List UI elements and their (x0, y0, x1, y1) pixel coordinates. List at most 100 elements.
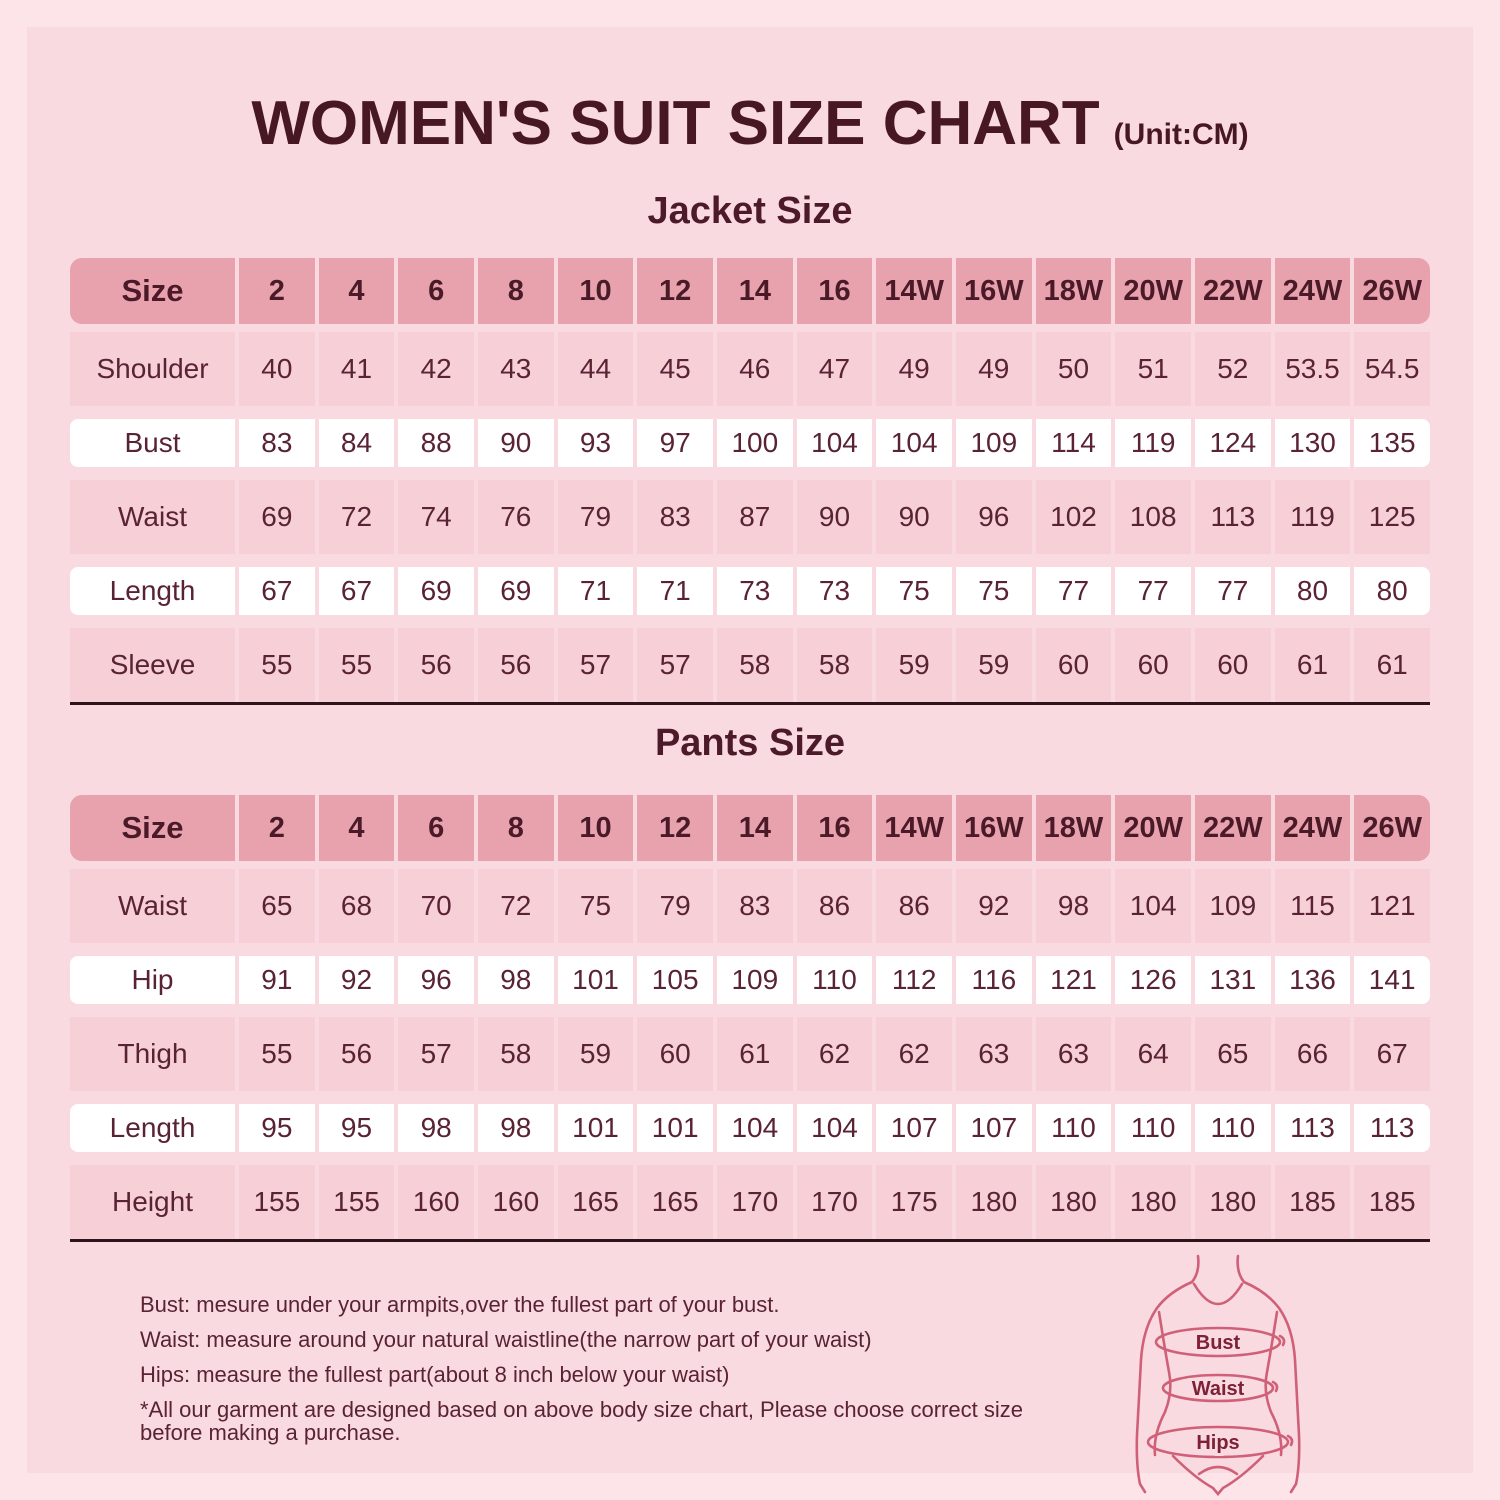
table-cell: 75 (955, 567, 1032, 615)
table-cell: 170 (796, 1165, 873, 1239)
column-header-cell: 8 (477, 795, 554, 861)
table-cell: 72 (477, 869, 554, 943)
table-cell: 101 (637, 1104, 713, 1152)
table-cell: 90 (477, 419, 554, 467)
table-cell: 44 (557, 332, 634, 406)
table-cell: 60 (1035, 628, 1112, 702)
table-cell: 69 (477, 567, 554, 615)
table-cell: 101 (557, 956, 634, 1004)
row-label-cell: Bust (70, 419, 235, 467)
table-cell: 43 (477, 332, 554, 406)
table-cell: 110 (796, 956, 873, 1004)
table-cell: 175 (876, 1165, 952, 1239)
table-cell: 97 (637, 419, 713, 467)
table-row: Sleeve 55 55 56 56 57 57 58 58 59 59 60 60 60 61 61 (70, 628, 1430, 702)
column-header-cell: 4 (318, 795, 395, 861)
table-cell: 119 (1115, 419, 1191, 467)
table-cell: 110 (1115, 1104, 1191, 1152)
column-header-cell: 14 (716, 258, 793, 324)
table-cell: 63 (955, 1017, 1032, 1091)
table-cell: 55 (239, 1017, 315, 1091)
column-header-cell: 14 (716, 795, 793, 861)
table-cell: 57 (637, 628, 713, 702)
column-header-cell: 2 (239, 795, 315, 861)
table-cell: 180 (955, 1165, 1032, 1239)
note-line: Bust: mesure under your armpits,over the… (140, 1292, 780, 1317)
table-cell: 119 (1274, 480, 1351, 554)
table-cell: 75 (876, 567, 952, 615)
table-row: Bust 83 84 88 90 93 97 100 104 104 109 114 119 124 130… (70, 419, 1430, 467)
table-cell: 90 (876, 480, 952, 554)
column-header-cell: Size (70, 258, 235, 324)
table-cell: 56 (318, 1017, 395, 1091)
table-cell: 87 (716, 480, 793, 554)
table-cell: 131 (1194, 956, 1271, 1004)
column-header-cell: 16 (796, 258, 873, 324)
table-cell: 52 (1194, 332, 1271, 406)
column-header-cell: 18W (1035, 795, 1112, 861)
table-cell: 68 (318, 869, 395, 943)
table-cell: 80 (1354, 567, 1430, 615)
table-cell: 67 (239, 567, 315, 615)
table-cell: 170 (716, 1165, 793, 1239)
table-cell: 50 (1035, 332, 1112, 406)
table-cell: 121 (1035, 956, 1112, 1004)
table-cell: 59 (876, 628, 952, 702)
table-cell: 100 (716, 419, 793, 467)
table-cell: 45 (637, 332, 713, 406)
table-cell: 80 (1274, 567, 1351, 615)
table-cell: 180 (1115, 1165, 1191, 1239)
table-row: Length 95 95 98 98 101 101 104 104 107 107 110 110 11… (70, 1104, 1430, 1152)
row-label-cell: Height (70, 1165, 235, 1239)
body-measurement-figure: Bust Waist Hips (1095, 1250, 1341, 1497)
table-cell: 101 (557, 1104, 634, 1152)
table-cell: 105 (637, 956, 713, 1004)
column-header-cell: 20W (1115, 258, 1191, 324)
table-cell: 92 (955, 869, 1032, 943)
table-cell: 113 (1194, 480, 1271, 554)
table-cell: 65 (239, 869, 315, 943)
column-header-cell: 26W (1354, 795, 1430, 861)
table-cell: 73 (716, 567, 793, 615)
table-cell: 49 (876, 332, 952, 406)
row-label-cell: Length (70, 567, 235, 615)
pants-section-title: Pants Size (654, 722, 846, 764)
table-cell: 74 (398, 480, 474, 554)
table-cell: 126 (1115, 956, 1191, 1004)
column-header-cell: 22W (1194, 258, 1271, 324)
table-cell: 108 (1115, 480, 1191, 554)
column-header-cell: 12 (637, 258, 713, 324)
column-header-cell: 22W (1194, 795, 1271, 861)
table-cell: 76 (477, 480, 554, 554)
column-header-cell: 10 (557, 258, 634, 324)
table-cell: 51 (1115, 332, 1191, 406)
table-cell: 125 (1354, 480, 1430, 554)
table-cell: 110 (1035, 1104, 1112, 1152)
table-cell: 58 (477, 1017, 554, 1091)
table-cell: 49 (955, 332, 1032, 406)
table-cell: 83 (637, 480, 713, 554)
table-cell: 165 (637, 1165, 713, 1239)
column-header-cell: 18W (1035, 258, 1112, 324)
table-cell: 155 (318, 1165, 395, 1239)
column-header-cell: 2 (239, 258, 315, 324)
column-header-cell: 16W (955, 795, 1032, 861)
table-cell: 46 (716, 332, 793, 406)
table-cell: 185 (1354, 1165, 1430, 1239)
table-cell: 104 (1115, 869, 1191, 943)
table-header-row: Size 2 4 6 8 10 12 14 16 14W 16W 18W 20W 22W 24W 26W (70, 795, 1430, 861)
figure-label-waist: Waist (1192, 1378, 1245, 1400)
table-cell: 63 (1035, 1017, 1112, 1091)
table-cell: 61 (716, 1017, 793, 1091)
row-label-cell: Waist (70, 480, 235, 554)
table-cell: 104 (796, 1104, 873, 1152)
table-cell: 53.5 (1274, 332, 1351, 406)
column-header-cell: 14W (876, 258, 952, 324)
table-cell: 66 (1274, 1017, 1351, 1091)
table-cell: 96 (398, 956, 474, 1004)
table-cell: 86 (796, 869, 873, 943)
table-cell: 155 (239, 1165, 315, 1239)
table-cell: 110 (1194, 1104, 1271, 1152)
table-cell: 57 (398, 1017, 474, 1091)
table-cell: 83 (716, 869, 793, 943)
